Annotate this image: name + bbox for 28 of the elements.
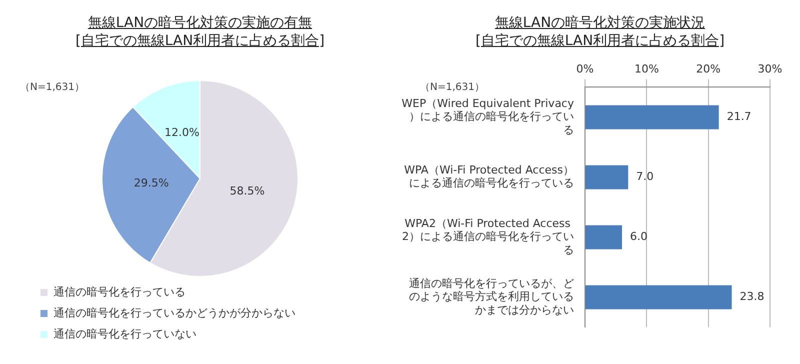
y-tick-label: WPA（Wi-Fi Protected Access）による通信の暗号化を行っている bbox=[404, 163, 574, 190]
y-tick-label: 通信の暗号化を行っているが、どのような暗号方式を利用しているかまでは分からない bbox=[409, 276, 574, 316]
chart-title: 無線LANの暗号化対策の実施の有無 bbox=[86, 14, 314, 32]
y-tick-label: WPA2（Wi-Fi Protected Access 2）による通信の暗号化を行っている bbox=[402, 216, 574, 256]
legend-label: 通信の暗号化を行っている bbox=[54, 285, 186, 298]
data-label: 58.5% bbox=[230, 184, 265, 198]
data-label: 23.8 bbox=[740, 290, 764, 304]
x-tick-label: 10% bbox=[634, 62, 659, 76]
data-label: 7.0 bbox=[636, 170, 654, 184]
bar bbox=[586, 165, 628, 190]
chart-subtitle: [自宅での無線LAN利用者に占める割合] bbox=[474, 32, 726, 50]
chart-subtitle: [自宅での無線LAN利用者に占める割合] bbox=[74, 32, 326, 50]
x-tick-label: 0% bbox=[576, 62, 594, 76]
legend-label: 通信の暗号化を行っていない bbox=[54, 327, 196, 340]
chart-title: 無線LANの暗号化対策の実施状況 bbox=[494, 14, 706, 32]
data-label: 6.0 bbox=[630, 230, 648, 244]
data-label: 29.5% bbox=[134, 176, 169, 190]
text: （N=1,631） bbox=[420, 81, 484, 94]
y-tick-label: WEP（Wired Equivalent Privacy）による通信の暗号化を行っている bbox=[402, 96, 574, 136]
data-label: 21.7 bbox=[726, 110, 752, 124]
legend-label: 通信の暗号化を行っているかどうかが分からない bbox=[54, 306, 296, 320]
text: （N=1,631） bbox=[20, 81, 84, 94]
data-label: 12.0% bbox=[164, 126, 200, 139]
x-tick-label: 20% bbox=[696, 62, 721, 76]
bar bbox=[586, 105, 719, 130]
bar bbox=[586, 285, 732, 310]
x-tick-label: 30% bbox=[758, 62, 782, 76]
bar bbox=[586, 225, 622, 250]
